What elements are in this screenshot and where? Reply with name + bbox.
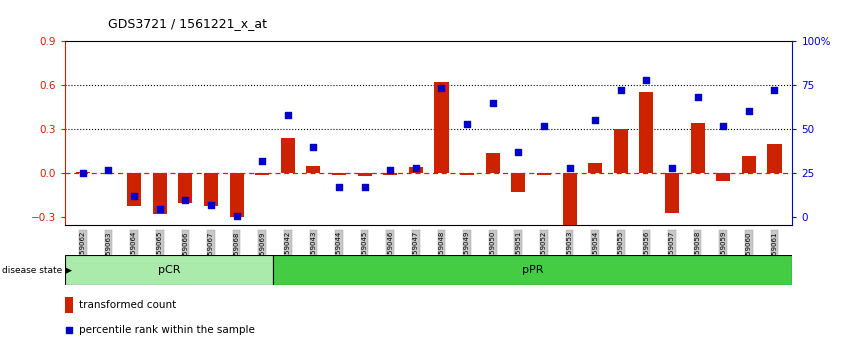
Bar <box>273 255 792 285</box>
Bar <box>537 173 551 175</box>
Point <box>537 123 551 129</box>
Bar <box>563 173 577 229</box>
Bar <box>281 138 294 173</box>
Point <box>742 109 756 114</box>
Point <box>332 184 346 190</box>
Point <box>767 87 781 93</box>
Bar <box>486 153 500 173</box>
Point <box>229 213 243 218</box>
Text: pCR: pCR <box>158 265 180 275</box>
Bar <box>229 173 243 217</box>
Point <box>101 167 115 172</box>
Point <box>307 144 320 150</box>
Point <box>460 121 474 127</box>
Bar <box>383 173 397 175</box>
Point <box>563 165 577 171</box>
Bar <box>76 172 90 173</box>
Point <box>255 158 269 164</box>
Bar <box>511 173 526 192</box>
Point <box>358 184 372 190</box>
Text: pPR: pPR <box>522 265 543 275</box>
Bar <box>255 173 269 175</box>
Bar <box>614 129 628 173</box>
Bar <box>588 163 602 173</box>
Bar <box>690 123 705 173</box>
Point <box>588 118 602 123</box>
Bar <box>435 82 449 173</box>
Point <box>76 170 90 176</box>
Bar <box>127 173 141 206</box>
Text: GDS3721 / 1561221_x_at: GDS3721 / 1561221_x_at <box>108 17 268 30</box>
Bar <box>65 255 273 285</box>
Point <box>178 197 192 202</box>
Bar <box>716 173 730 181</box>
Bar <box>332 173 346 175</box>
Bar <box>409 167 423 173</box>
Point <box>665 165 679 171</box>
Bar <box>65 297 73 313</box>
Point <box>716 123 730 129</box>
Bar <box>152 173 167 215</box>
Bar <box>204 173 218 206</box>
Point <box>384 167 397 172</box>
Point <box>486 100 500 105</box>
Point <box>512 149 526 155</box>
Bar <box>639 92 654 173</box>
Point <box>639 77 653 82</box>
Bar <box>742 155 756 173</box>
Point <box>614 87 628 93</box>
Point <box>281 112 294 118</box>
Bar <box>307 166 320 173</box>
Text: disease state ▶: disease state ▶ <box>2 266 72 274</box>
Text: transformed count: transformed count <box>79 300 176 310</box>
Point <box>127 193 141 199</box>
Bar <box>665 173 679 213</box>
Point <box>204 202 218 208</box>
Bar <box>767 144 781 173</box>
Point <box>435 86 449 91</box>
Text: percentile rank within the sample: percentile rank within the sample <box>79 325 255 335</box>
Point <box>691 95 705 100</box>
Point <box>62 327 76 332</box>
Bar <box>178 173 192 203</box>
Bar <box>358 173 372 176</box>
Bar <box>460 173 475 175</box>
Point <box>152 206 166 211</box>
Point <box>409 165 423 171</box>
